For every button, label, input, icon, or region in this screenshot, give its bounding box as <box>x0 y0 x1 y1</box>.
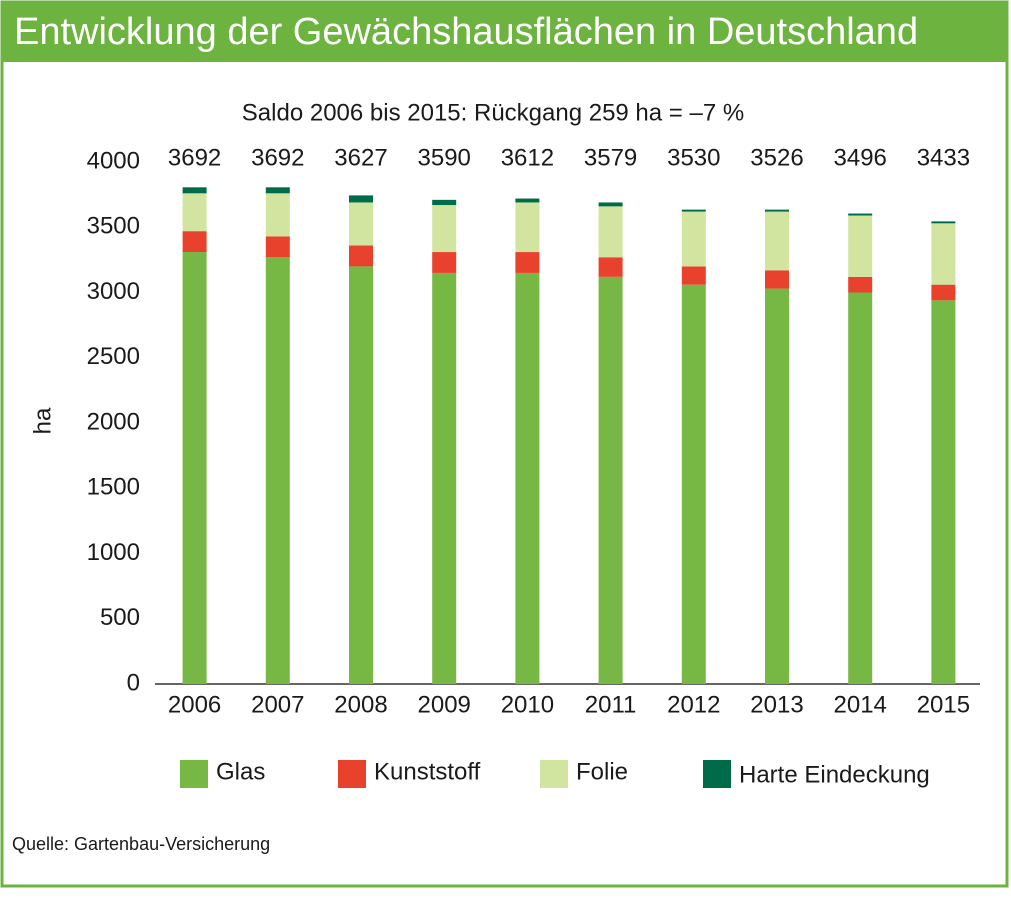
y-tick-label: 0 <box>127 669 140 696</box>
legend-swatch <box>180 760 208 788</box>
bar-segment <box>349 202 373 246</box>
bar-segment <box>515 272 540 684</box>
bar-segment <box>765 288 789 684</box>
y-tick-label: 2000 <box>87 408 140 435</box>
bar-segment <box>765 270 789 289</box>
source: Quelle: Gartenbau-Versicherung <box>12 834 270 854</box>
y-tick-label: 3500 <box>87 213 140 240</box>
bar-segment <box>182 187 207 194</box>
legend-swatch <box>540 760 568 788</box>
chart-title: Entwicklung der Gewächshausflächen in De… <box>14 11 918 53</box>
bar-segment <box>931 221 956 224</box>
x-tick-label: 2010 <box>501 691 554 718</box>
bar-segment <box>848 213 873 216</box>
total-label: 3590 <box>418 144 471 171</box>
x-tick-label: 2011 <box>585 691 637 718</box>
legend-swatch <box>338 760 366 788</box>
bar-segment <box>681 266 706 285</box>
bar-segment <box>848 292 873 684</box>
bar-segment <box>265 236 290 258</box>
bar-segment <box>681 211 706 267</box>
total-label: 3692 <box>251 144 304 171</box>
legend-swatch <box>703 760 731 788</box>
bar-segment <box>349 195 373 203</box>
legend-label: Glas <box>216 758 265 785</box>
bar-segment <box>432 252 457 273</box>
legend-label: Folie <box>576 758 628 785</box>
x-tick-label: 2007 <box>251 691 304 718</box>
total-label: 3433 <box>917 144 970 171</box>
bar-segment <box>265 193 290 237</box>
bar-segment <box>182 252 207 685</box>
total-label: 3612 <box>501 144 554 171</box>
bar-segment <box>515 198 540 203</box>
x-tick-label: 2015 <box>917 691 970 718</box>
bar-segment <box>265 257 290 684</box>
bar-segment <box>598 206 623 258</box>
subtitle: Saldo 2006 bis 2015: Rückgang 259 ha = –… <box>242 99 744 126</box>
bar-segment <box>182 231 207 253</box>
y-tick-label: 500 <box>100 604 140 631</box>
y-tick-label: 4000 <box>87 147 140 174</box>
y-tick-label: 3000 <box>87 278 140 305</box>
bar-segment <box>349 266 373 684</box>
x-tick-label: 2006 <box>168 691 221 718</box>
bar-segment <box>765 211 789 271</box>
bar-segment <box>432 199 457 206</box>
bar-segment <box>432 272 457 684</box>
bar-segment <box>515 202 540 253</box>
bar-segment <box>598 202 623 207</box>
x-tick-label: 2013 <box>750 691 803 718</box>
bar-segment <box>349 245 373 267</box>
x-tick-label: 2014 <box>834 691 887 718</box>
bar-segment <box>515 252 540 273</box>
bar-segment <box>598 276 623 684</box>
bar-segment <box>931 284 956 301</box>
legend-label: Harte Eindeckung <box>739 761 930 788</box>
total-label: 3530 <box>667 144 720 171</box>
x-tick-label: 2008 <box>334 691 387 718</box>
total-label: 3496 <box>834 144 887 171</box>
total-label: 3692 <box>168 144 221 171</box>
y-axis-label: ha <box>29 407 56 434</box>
y-tick-label: 2500 <box>87 343 140 370</box>
bar-segment <box>598 257 623 277</box>
legend-label: Kunststoff <box>374 758 481 785</box>
bar-segment <box>931 223 956 285</box>
bar-segment <box>681 284 706 684</box>
total-label: 3579 <box>584 144 637 171</box>
bar-segment <box>848 215 873 277</box>
total-label: 3526 <box>750 144 803 171</box>
bar-segment <box>432 205 457 253</box>
y-tick-label: 1500 <box>87 474 140 501</box>
frame <box>0 0 1009 888</box>
bar-segment <box>765 209 789 212</box>
bar-segment <box>848 276 873 293</box>
bar-segment <box>931 300 956 684</box>
bar-segment <box>182 193 207 232</box>
title-banner <box>2 2 1007 62</box>
bar-segment <box>265 187 290 194</box>
bar-segment <box>681 209 706 212</box>
x-tick-label: 2009 <box>418 691 471 718</box>
total-label: 3627 <box>334 144 387 171</box>
y-tick-label: 1000 <box>87 539 140 566</box>
x-tick-label: 2012 <box>667 691 720 718</box>
